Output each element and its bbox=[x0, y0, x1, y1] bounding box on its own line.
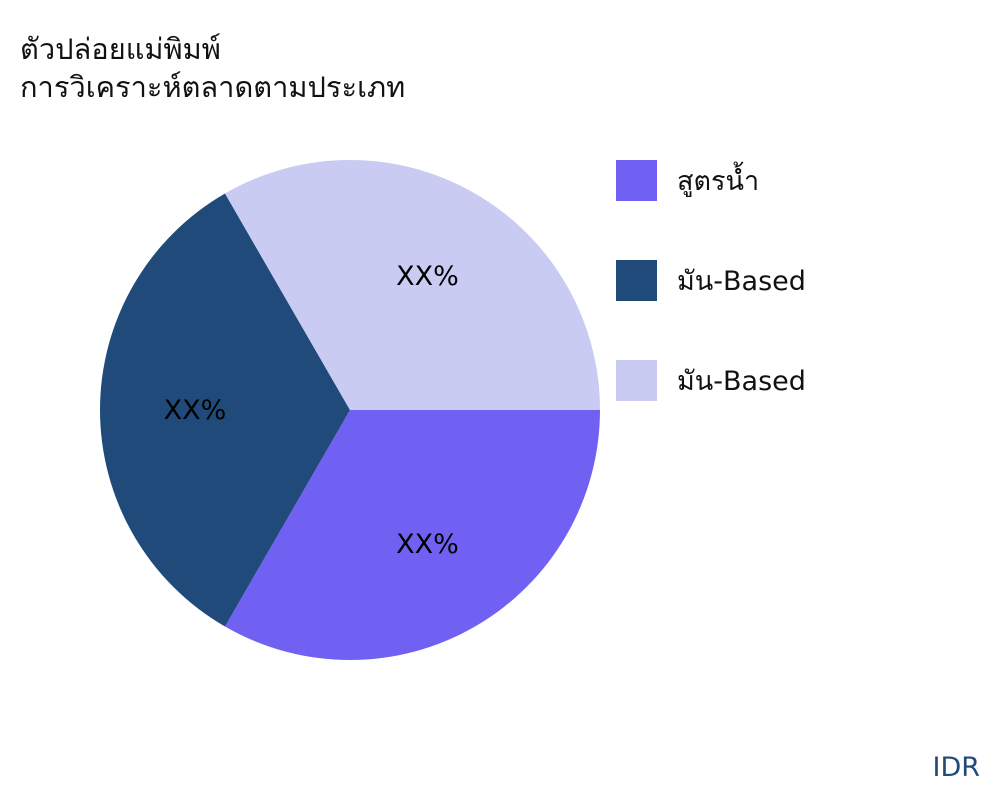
pie-slice bbox=[225, 160, 600, 410]
legend-label: มัน-Based bbox=[677, 365, 806, 397]
legend-label: มัน-Based bbox=[677, 265, 806, 297]
title-line-2: การวิเคราะห์ตลาดตามประเภท bbox=[20, 70, 406, 104]
legend: สูตรน้ำ มัน-Based มัน-Based bbox=[616, 159, 806, 460]
chart-title: ตัวปล่อยแม่พิมพ์ การวิเคราะห์ตลาดตามประเ… bbox=[20, 30, 405, 106]
slice-label: XX% bbox=[396, 529, 459, 560]
title-line-1: ตัวปล่อยแม่พิมพ์ bbox=[20, 32, 221, 66]
legend-label: สูตรน้ำ bbox=[677, 165, 760, 197]
legend-swatch bbox=[616, 259, 657, 301]
slice-label: XX% bbox=[396, 261, 459, 292]
currency-label: IDR bbox=[932, 752, 980, 783]
slice-label: XX% bbox=[164, 395, 227, 426]
legend-swatch bbox=[616, 159, 657, 201]
legend-item: มัน-Based bbox=[616, 359, 806, 401]
legend-swatch bbox=[616, 359, 657, 401]
pie-slice bbox=[225, 410, 600, 660]
legend-item: มัน-Based bbox=[616, 259, 806, 301]
legend-item: สูตรน้ำ bbox=[616, 159, 806, 201]
